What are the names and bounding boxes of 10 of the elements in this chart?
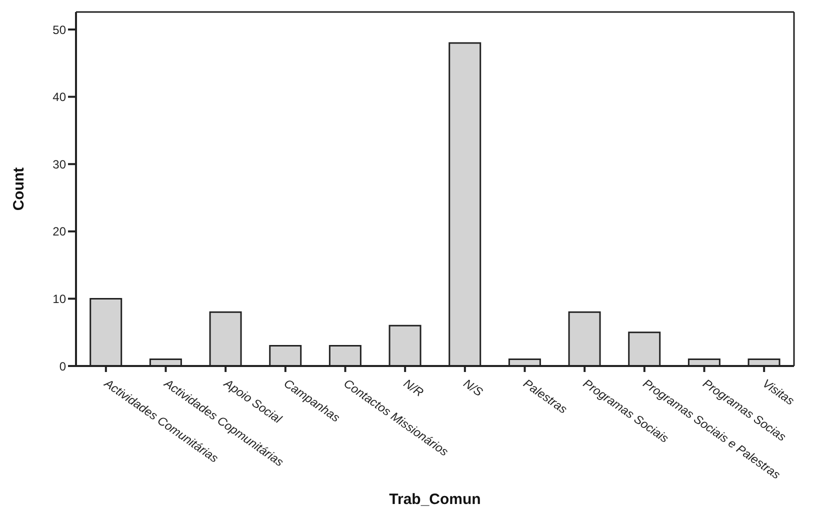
y-tick-label: 10	[52, 292, 66, 306]
y-tick-label: 40	[52, 90, 66, 104]
x-tick-label: N/S	[460, 376, 486, 400]
y-tick-label: 0	[59, 359, 66, 374]
x-axis-title: Trab_Comun	[389, 491, 481, 508]
y-tick-label: 30	[52, 157, 66, 172]
x-tick-label: N/R	[401, 376, 426, 400]
y-tick-label: 20	[52, 224, 66, 239]
y-axis-title: Count	[10, 167, 28, 211]
y-tick-label: 50	[52, 22, 66, 37]
